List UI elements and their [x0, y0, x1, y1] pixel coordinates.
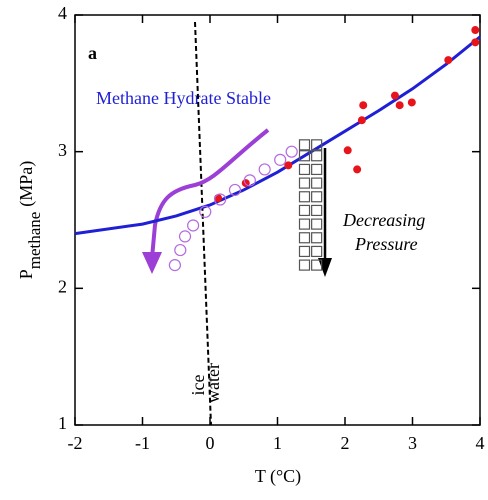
data-point [284, 161, 293, 170]
data-point [357, 116, 366, 125]
data-point [298, 163, 311, 176]
data-point [311, 177, 323, 189]
x-tick-label: 4 [476, 433, 485, 453]
data-point [285, 145, 298, 158]
data-point [298, 259, 311, 271]
x-axis-label: T (°C) [255, 466, 301, 487]
y-tick-label: 4 [58, 3, 67, 23]
data-point [214, 193, 227, 206]
x-tick-label: -1 [135, 433, 150, 453]
path-arrowhead [142, 252, 162, 274]
data-point [199, 205, 212, 218]
data-point [298, 218, 311, 230]
data-point [353, 165, 362, 174]
data-point [311, 259, 323, 271]
data-point [311, 245, 323, 258]
y-axis-label: Pmethane (MPa) [16, 161, 44, 280]
data-point [298, 204, 311, 217]
data-point [228, 183, 242, 197]
ice-water-boundary [194, 21, 212, 426]
ice-label: ice [188, 375, 208, 396]
data-point [243, 174, 256, 187]
data-point [390, 91, 399, 100]
data-point [343, 146, 352, 155]
x-tick-label: 2 [341, 433, 350, 453]
data-point [311, 232, 323, 244]
data-point [395, 101, 404, 110]
y-label-unit: (MPa) [16, 161, 37, 207]
pressure-arrowhead [318, 258, 332, 277]
data-point [298, 245, 311, 258]
data-point [168, 259, 181, 272]
data-point [444, 56, 453, 65]
data-point [174, 243, 187, 257]
data-point [258, 163, 271, 176]
y-tick-label: 3 [58, 140, 67, 160]
y-tick-label: 2 [58, 276, 67, 296]
data-point [274, 153, 287, 166]
data-point [311, 163, 323, 176]
x-tick-label: -2 [68, 433, 83, 453]
data-point [471, 26, 480, 35]
y-label-main: P [16, 269, 36, 279]
x-tick-label: 3 [408, 433, 417, 453]
data-point [311, 139, 323, 151]
region-label: Methane Hydrate Stable [96, 88, 271, 108]
data-point [178, 230, 192, 243]
data-point [407, 98, 416, 107]
data-point [471, 38, 480, 47]
data-point [359, 101, 368, 110]
data-point [298, 150, 311, 162]
arrow-label: Decreasing [342, 210, 425, 230]
x-tick-label: 1 [273, 433, 282, 453]
y-label-sub: methane [25, 212, 44, 270]
path-arrow [150, 128, 270, 259]
data-point [311, 218, 323, 230]
data-point [187, 219, 200, 232]
panel-label: a [88, 43, 97, 63]
y-tick-label: 1 [58, 413, 67, 433]
boundary-line [74, 35, 481, 236]
water-label: water [203, 363, 223, 403]
data-point [298, 177, 311, 189]
data-point [311, 191, 323, 203]
data-point [298, 139, 311, 151]
x-tick-label: 0 [206, 433, 215, 453]
data-point [311, 204, 323, 217]
data-point [311, 150, 323, 162]
arrow-label: Pressure [354, 234, 418, 254]
data-point [298, 232, 311, 244]
data-point [298, 191, 311, 203]
